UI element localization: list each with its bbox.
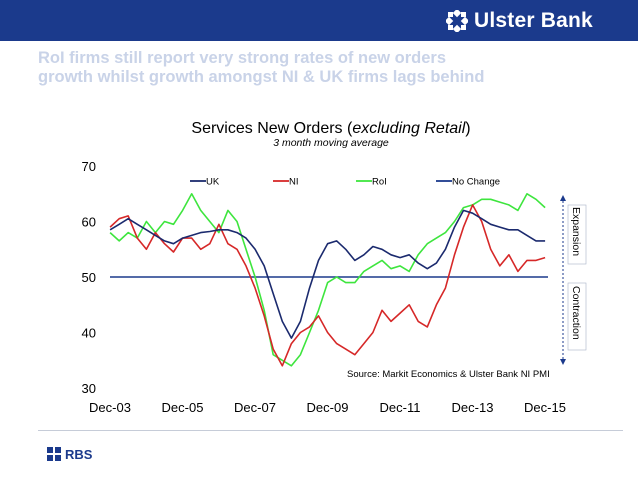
y-tick-label: 60 xyxy=(82,215,96,230)
source-box xyxy=(341,366,558,379)
chart-title: Services New Orders (excluding Retail) xyxy=(191,120,470,137)
contraction-arrow-head xyxy=(560,359,566,365)
contraction-label: Contraction xyxy=(570,286,582,340)
headline-line-1: RoI firms still report very strong rates… xyxy=(38,49,447,67)
y-tick-label: 40 xyxy=(82,326,96,341)
chart-title-main: Services New Orders ( xyxy=(191,120,353,137)
expansion-arrow-head xyxy=(560,195,566,201)
legend-label: UK xyxy=(206,177,220,188)
ulster-bank-daisy-icon xyxy=(446,10,468,32)
rbs-logo: RBS xyxy=(46,446,92,462)
x-axis-ticks: Dec-03 Dec-05 Dec-07 Dec-09 Dec-11 Dec-13 Dec-… xyxy=(89,400,566,415)
y-tick-label: 30 xyxy=(82,381,96,396)
y-tick-label: 50 xyxy=(82,270,96,285)
series-lines xyxy=(109,193,546,367)
x-tick-label: Dec-09 xyxy=(307,400,349,415)
series-line-uk xyxy=(109,209,546,339)
y-tick-label: 70 xyxy=(82,159,96,174)
chart-source: Source: Markit Economics & Ulster Bank N… xyxy=(347,369,550,380)
x-tick-label: Dec-03 xyxy=(89,400,131,415)
footer-brand-name: RBS xyxy=(65,446,93,462)
chart-title-italic: excluding Retail xyxy=(352,120,465,137)
slide-headline: RoI firms still report very strong rates… xyxy=(38,49,633,87)
legend-label: RoI xyxy=(372,177,387,188)
brand-name: Ulster Bank xyxy=(474,9,593,32)
legend-label: No Change xyxy=(452,177,500,188)
x-tick-label: Dec-13 xyxy=(452,400,494,415)
y-axis-ticks: 30 40 50 60 70 xyxy=(82,159,96,396)
footer-divider xyxy=(38,430,623,431)
expansion-label: Expansion xyxy=(570,207,582,256)
x-tick-label: Dec-05 xyxy=(162,400,204,415)
x-tick-label: Dec-11 xyxy=(380,400,421,415)
x-tick-label: Dec-07 xyxy=(234,400,276,415)
headline-line-2: growth whilst growth amongst NI & UK fir… xyxy=(38,68,485,86)
x-tick-label: Dec-15 xyxy=(524,400,566,415)
legend-label: NI xyxy=(289,177,299,188)
series-line-ni xyxy=(109,204,546,367)
chart-legend: UK NI RoI No Change xyxy=(190,177,500,188)
rbs-daisy-icon xyxy=(47,447,61,461)
chart-title-close: ) xyxy=(465,120,470,137)
ulster-bank-logo: Ulster Bank xyxy=(446,8,593,34)
chart-subtitle: 3 month moving average xyxy=(273,137,389,149)
top-banner: Ulster Bank xyxy=(0,0,638,41)
expansion-label-box xyxy=(567,204,587,265)
contraction-label-box xyxy=(567,282,587,351)
